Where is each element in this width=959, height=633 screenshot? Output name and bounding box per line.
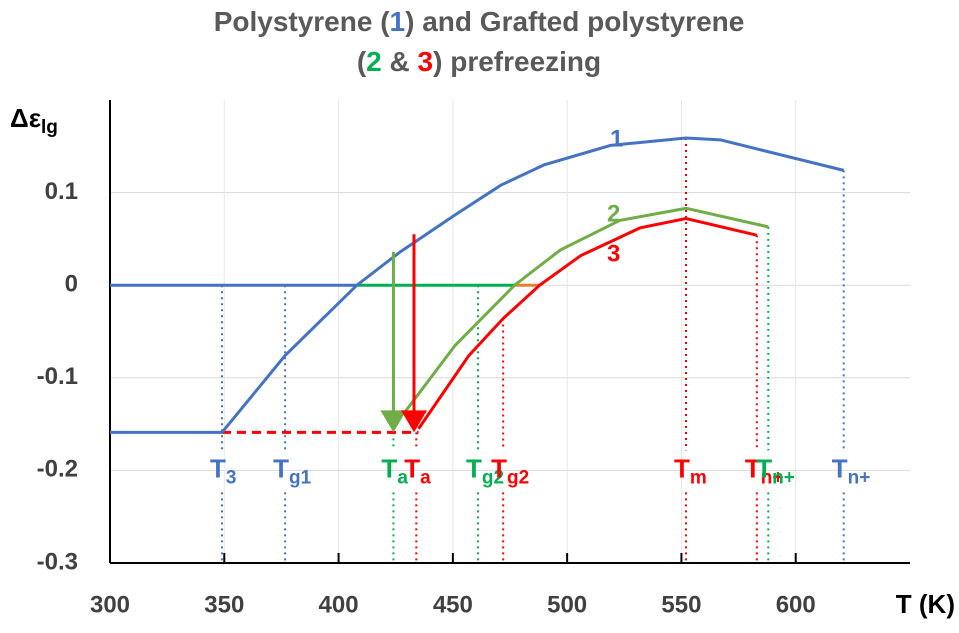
- marker-label: Tn+: [756, 453, 795, 488]
- chart-title: Polystyrene (1) and Grafted polystyrene: [214, 6, 745, 37]
- title-part: 1: [390, 6, 406, 37]
- x-tick-label: 450: [433, 591, 473, 618]
- y-tick-label: 0: [65, 271, 78, 298]
- title-part: Polystyrene (: [214, 6, 391, 37]
- marker-sub: g1: [289, 467, 312, 488]
- marker-label: Tg2: [466, 453, 504, 488]
- x-tick-label: 500: [547, 591, 587, 618]
- x-tick-label: 400: [319, 591, 359, 618]
- y-label-main: Δε: [10, 103, 41, 133]
- title-part: 2: [366, 46, 382, 77]
- marker-main: T: [491, 453, 507, 483]
- marker-label: Tg1: [273, 453, 311, 488]
- marker-main: T: [832, 453, 848, 483]
- marker-label: Ta: [381, 453, 408, 488]
- series-label: 1: [610, 125, 623, 152]
- marker-sub: a: [397, 467, 408, 488]
- marker-main: T: [273, 453, 289, 483]
- x-axis-label: T (K): [896, 589, 955, 619]
- arrow-head: [401, 410, 427, 433]
- title-part: ) and Grafted polystyrene: [405, 6, 744, 37]
- y-tick-label: -0.3: [37, 548, 78, 575]
- marker-main: T: [745, 453, 761, 483]
- marker-main: T: [756, 453, 772, 483]
- series-line: [403, 206, 769, 413]
- marker-main: T: [210, 453, 226, 483]
- series-label: 3: [607, 240, 620, 267]
- marker-main: T: [674, 453, 690, 483]
- y-tick-label: -0.1: [37, 363, 78, 390]
- marker-label: Tn+: [832, 453, 871, 488]
- y-axis-label: Δεlg: [10, 103, 58, 138]
- series-line: [417, 216, 758, 430]
- title-part: 3: [418, 46, 434, 77]
- marker-sub: g2: [482, 467, 504, 488]
- marker-label: Tg2: [491, 453, 529, 488]
- title-part: ) prefreezing: [433, 46, 601, 77]
- marker-main: T: [381, 453, 397, 483]
- marker-sub: n+: [761, 467, 784, 488]
- marker-label: Ta: [404, 453, 431, 488]
- title-part: (: [357, 46, 367, 77]
- marker-label: T3: [210, 453, 236, 488]
- marker-sub: 3: [226, 467, 237, 488]
- y-label-sub: lg: [41, 117, 58, 138]
- x-tick-label: 550: [661, 591, 701, 618]
- series-label: 2: [607, 200, 620, 227]
- marker-sub: g2: [507, 467, 529, 488]
- marker-sub: n+: [848, 467, 871, 488]
- y-tick-label: 0.1: [45, 178, 78, 205]
- marker-main: T: [466, 453, 482, 483]
- marker-sub: m: [690, 467, 707, 488]
- chart-title: (2 & 3) prefreezing: [357, 46, 601, 77]
- x-tick-label: 300: [90, 591, 130, 618]
- marker-label: Tm: [674, 453, 707, 488]
- marker-sub: a: [420, 467, 431, 488]
- marker-sub: n+: [772, 467, 795, 488]
- arrow-head: [380, 410, 407, 433]
- title-part: &: [382, 46, 418, 77]
- marker-label: Tn+: [745, 453, 784, 488]
- series-line: [110, 136, 845, 434]
- y-tick-label: -0.2: [37, 456, 78, 483]
- x-tick-label: 350: [204, 591, 244, 618]
- x-tick-label: 600: [776, 591, 816, 618]
- marker-main: T: [404, 453, 420, 483]
